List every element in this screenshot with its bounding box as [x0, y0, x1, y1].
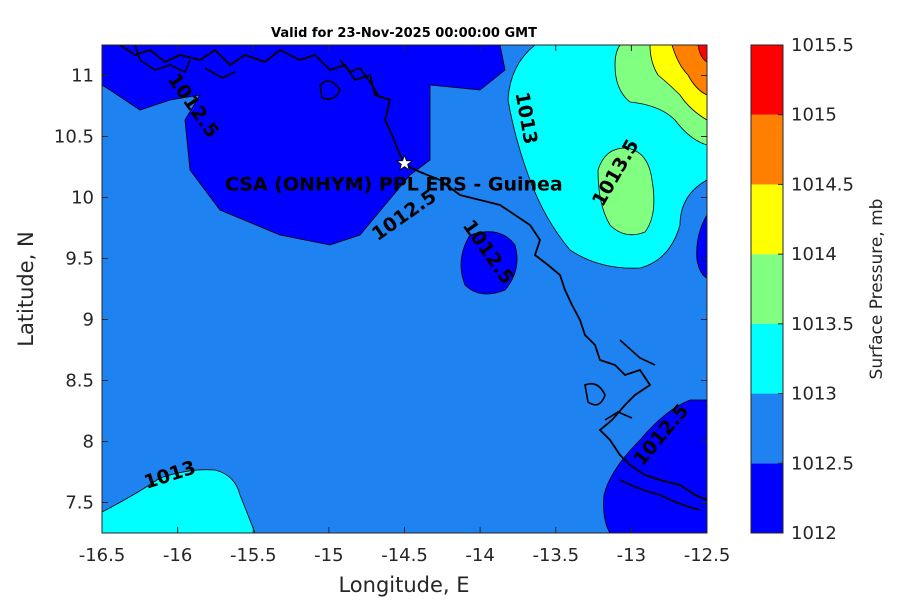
y-tick-label: 11: [71, 66, 94, 87]
low-region-central: [460, 231, 518, 295]
x-tick-label: -14: [465, 545, 494, 566]
station-star-icon: [395, 154, 414, 171]
x-axis-ticks: -16.5 -16 -15.5 -15 -14.5 -14 -13.5 -13 -12.5: [79, 45, 731, 566]
colorbar-label: Surface Pressure, mb: [867, 199, 887, 380]
colorbar-tick-label: 1013.5: [791, 314, 854, 335]
x-tick-label: -15: [314, 545, 343, 566]
colorbar-segment: [751, 323, 783, 394]
coastline: [119, 45, 707, 501]
y-tick-label: 7.5: [65, 493, 94, 514]
high-region-1015: [697, 45, 707, 63]
y-tick-label: 9: [83, 310, 94, 331]
high-region-1014-5: [671, 45, 707, 96]
colorbar-tick-label: 1012.5: [791, 453, 854, 474]
low-region-southeast: [603, 399, 707, 533]
colorbar-tick-label: 1014: [791, 244, 837, 265]
x-axis-label: Longitude, E: [338, 573, 469, 597]
colorbar-segment: [751, 463, 783, 533]
x-tick-label: -13.5: [532, 545, 579, 566]
colorbar-frame: [750, 44, 784, 534]
colorbar: 1012 1012.5 1013 1013.5 1014 1014.5 1015 1015.5: [750, 35, 854, 544]
colorbar-segment: [751, 184, 783, 255]
high-region-1013-southwest: [102, 469, 256, 533]
colorbar-tick-label: 1014.5: [791, 174, 854, 195]
colorbar-segment: [751, 114, 783, 185]
x-tick-label: -13: [617, 545, 646, 566]
colorbar-segment: [751, 254, 783, 324]
y-tick-label: 9.5: [65, 249, 94, 270]
colorbar-segment: [751, 45, 783, 115]
x-tick-label: -14.5: [381, 545, 428, 566]
contour-map: [102, 45, 707, 533]
coastline-islands: [319, 80, 701, 511]
x-tick-label: -12.5: [684, 545, 731, 566]
y-tick-label: 10: [71, 188, 94, 209]
y-tick-label: 8.5: [65, 371, 94, 392]
y-tick-label: 8: [83, 432, 94, 453]
low-region-northwest: [102, 45, 506, 246]
colorbar-tick-label: 1015: [791, 105, 837, 126]
colorbar-tick-label: 1012: [791, 523, 837, 544]
y-tick-label: 10.5: [54, 127, 94, 148]
y-axis-label: Latitude, N: [14, 231, 38, 347]
coastline-detail: [134, 45, 656, 421]
x-tick-label: -15.5: [230, 545, 277, 566]
x-tick-label: -16: [163, 545, 192, 566]
y-axis-ticks: 7.5 8 8.5 9 9.5 10 10.5 11: [54, 66, 707, 514]
colorbar-tick-label: 1015.5: [791, 35, 854, 56]
x-tick-label: -16.5: [79, 545, 126, 566]
high-region-1013-5-lobe: [597, 147, 655, 236]
low-region-east-edge: [696, 214, 707, 279]
station-label: CSA (ONHYM) PPL ERS - Guinea: [225, 173, 563, 195]
colorbar-tick-label: 1013: [791, 384, 837, 405]
chart-title: Valid for 23-Nov-2025 00:00:00 GMT: [271, 26, 537, 41]
colorbar-segment: [751, 393, 783, 464]
station-marker: CSA (ONHYM) PPL ERS - Guinea: [225, 154, 563, 195]
